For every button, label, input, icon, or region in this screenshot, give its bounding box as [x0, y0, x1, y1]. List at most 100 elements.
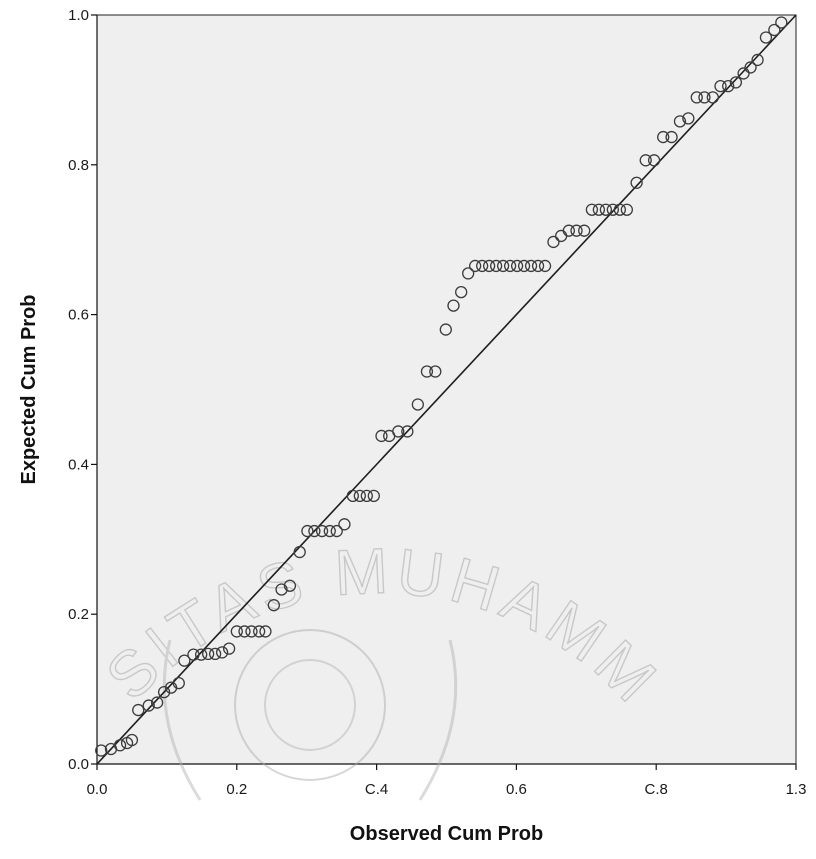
data-point [647, 154, 661, 167]
data-point [353, 489, 366, 503]
data-point [714, 80, 727, 93]
y-tick-label: 0.6 [68, 307, 89, 324]
data-point [315, 524, 329, 538]
data-point [132, 703, 145, 717]
data-point [367, 489, 380, 503]
data-point [496, 259, 510, 273]
y-tick-label: 0.4 [68, 456, 89, 473]
data-point [293, 545, 306, 559]
data-point [578, 224, 591, 237]
data-point [592, 203, 606, 216]
data-point [630, 176, 643, 189]
data-point [639, 154, 652, 167]
data-point [570, 224, 583, 237]
data-point [375, 429, 388, 443]
y-tick-label: 1.0 [68, 7, 89, 24]
data-point [360, 489, 373, 503]
axis-ticks [91, 14, 797, 770]
data-point [744, 61, 757, 74]
x-tick-label: 0.6 [506, 781, 527, 798]
data-point [113, 739, 127, 752]
data-point [142, 699, 155, 712]
data-point [722, 80, 735, 93]
data-point [439, 323, 452, 336]
data-point [489, 259, 503, 273]
data-point [411, 398, 424, 411]
data-point [455, 285, 468, 299]
data-point [222, 642, 236, 655]
data-point [338, 518, 351, 531]
data-point [259, 625, 272, 638]
data-point [392, 425, 405, 438]
data-point [447, 299, 460, 312]
data-point [245, 625, 258, 638]
data-point [253, 625, 266, 638]
data-point [531, 259, 545, 273]
data-point [729, 76, 743, 89]
data-point [503, 259, 517, 273]
data-point [429, 365, 442, 378]
data-point [482, 259, 496, 273]
data-point [682, 112, 695, 125]
data-point [308, 524, 321, 538]
x-axis-title: Observed Cum Prob [350, 823, 543, 845]
data-point [330, 524, 343, 538]
data-point [775, 16, 788, 29]
x-tick-label: 0.0 [87, 781, 108, 798]
data-point [698, 91, 711, 104]
data-point [562, 224, 575, 237]
data-point [768, 23, 781, 37]
x-tick-label: 1.3 [786, 781, 807, 798]
data-point [150, 696, 164, 709]
seal-sun-icon [234, 629, 386, 781]
data-point [215, 646, 229, 659]
data-point [275, 583, 288, 596]
y-axis-title: Expected Cum Prob [18, 294, 40, 484]
data-point [585, 203, 599, 216]
data-point [510, 259, 524, 273]
data-point [599, 203, 613, 216]
data-point [613, 203, 627, 216]
data-point [201, 647, 215, 661]
reference-line [96, 14, 797, 765]
data-point [238, 625, 251, 638]
y-tick-labels: 0.0 0.2 0.4 0.6 0.8 1.0 [68, 7, 89, 773]
data-point [95, 744, 108, 757]
data-point [462, 267, 475, 280]
data-point [125, 733, 139, 747]
data-point [673, 115, 687, 128]
data-point [267, 599, 280, 612]
y-tick-label: 0.8 [68, 157, 89, 174]
data-point [690, 91, 703, 104]
x-tick-labels: 0.0 0.2 C.4 0.6 C.8 1.3 [87, 781, 807, 798]
data-point [606, 203, 620, 216]
data-point [524, 259, 538, 273]
data-point [172, 676, 185, 690]
data-point [420, 365, 434, 378]
x-tick-label: 0.2 [226, 781, 247, 798]
data-point [751, 53, 764, 67]
data-point [517, 259, 531, 273]
seal-wreath-icon [162, 639, 458, 801]
data-point [208, 647, 222, 661]
data-point [187, 648, 200, 661]
data-point [657, 130, 670, 144]
data-point [475, 259, 489, 273]
data-point [301, 524, 314, 538]
data-point [178, 654, 191, 667]
data-point [195, 648, 208, 661]
data-point [665, 130, 678, 144]
data-point [737, 67, 750, 80]
data-points [95, 16, 788, 757]
data-point [538, 259, 552, 273]
data-point [759, 31, 773, 44]
data-point [157, 685, 171, 699]
data-point [706, 91, 719, 104]
data-point [620, 203, 633, 216]
x-tick-label: C.4 [365, 781, 388, 798]
data-point [323, 524, 336, 538]
data-point [547, 235, 560, 249]
y-tick-label: 0.0 [68, 756, 89, 773]
data-point [283, 579, 297, 592]
